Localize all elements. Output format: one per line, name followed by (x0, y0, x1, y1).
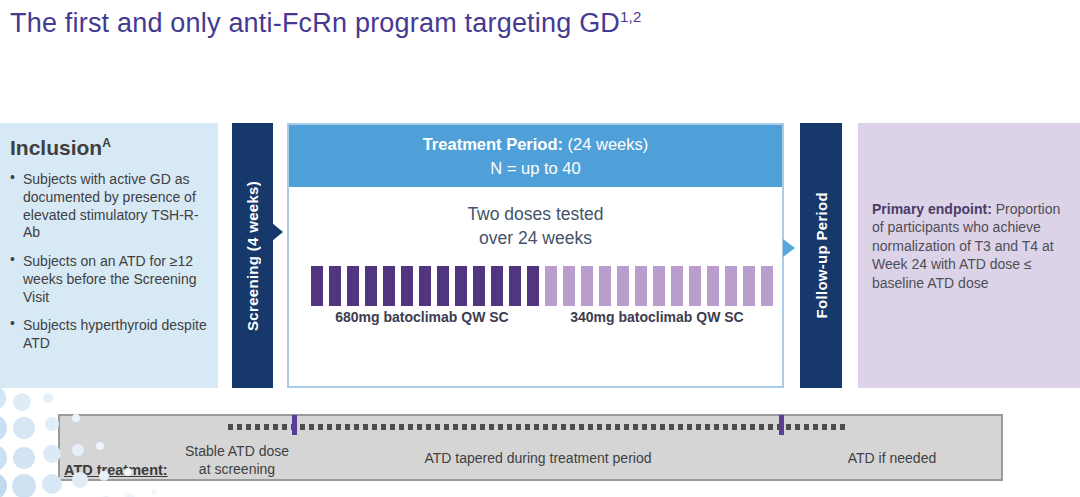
decorative-dot (13, 447, 35, 469)
treatment-period-header: Treatment Period: (24 weeks) N = up to 4… (289, 125, 782, 187)
decorative-dot (0, 415, 7, 441)
dose2-week-bar (707, 266, 719, 306)
decorative-dot (0, 473, 7, 497)
dose2-week-bar (581, 266, 593, 306)
screening-period-label: Screening (4 weeks) (244, 181, 261, 331)
treatment-header-weeks: (24 weeks) (568, 135, 649, 153)
dose1-week-bar (365, 266, 377, 306)
page-title: The first and only anti-FcRn program tar… (10, 8, 642, 39)
inclusion-box: InclusionA Subjects with active GD as do… (0, 123, 218, 388)
dose2-week-bar (725, 266, 737, 306)
decorative-dot (0, 386, 6, 410)
dose1-week-bar (311, 266, 323, 306)
decorative-dot (45, 417, 59, 431)
dose2-bar-group (545, 266, 773, 306)
dose2-week-bar (635, 266, 647, 306)
decorative-dot (0, 445, 7, 471)
dose1-week-bar (419, 266, 431, 306)
treatment-subtitle: Two doses tested over 24 weeks (289, 203, 782, 250)
inclusion-bullet-list: Subjects with active GD as documented by… (10, 171, 208, 353)
decorative-dot (72, 444, 84, 456)
followup-period-label: Follow-up Period (813, 192, 830, 318)
study-design-slide: The first and only anti-FcRn program tar… (0, 0, 1080, 497)
page-title-superscript: 1,2 (620, 8, 641, 25)
atd-phase1-label: Stable ATD dose at screening (162, 442, 312, 478)
inclusion-bullet: Subjects with active GD as documented by… (10, 171, 208, 242)
dose1-week-bar (455, 266, 467, 306)
decorative-dot (72, 472, 88, 488)
dose1-week-bar (473, 266, 485, 306)
treatment-period-box: Treatment Period: (24 weeks) N = up to 4… (287, 123, 784, 388)
inclusion-heading-superscript: A (102, 136, 111, 150)
decorative-dot (124, 468, 132, 476)
dose1-label: 680mg batoclimab QW SC (302, 309, 542, 325)
inclusion-bullet: Subjects hyperthyroid despite ATD (10, 317, 208, 353)
dose2-week-bar (671, 266, 683, 306)
decorative-dot (125, 493, 135, 497)
dose1-week-bar (509, 266, 521, 306)
screening-arrow-icon (272, 223, 283, 241)
decorative-dot (99, 471, 109, 481)
dose2-week-bar (617, 266, 629, 306)
decorative-dot (12, 474, 36, 497)
atd-phase3-label: ATD if needed (817, 449, 967, 467)
dose1-week-bar (329, 266, 341, 306)
decorative-dot (151, 489, 157, 495)
inclusion-bullet: Subjects on an ATD for ≥12 weeks before … (10, 253, 208, 306)
dose2-week-bar (743, 266, 755, 306)
dose2-week-bar (599, 266, 611, 306)
page-title-text: The first and only anti-FcRn program tar… (10, 8, 620, 38)
dose2-week-bar (653, 266, 665, 306)
dose1-week-bar (347, 266, 359, 306)
decorative-dot (42, 474, 62, 494)
timeline-tick (292, 415, 297, 435)
dose1-week-bar (491, 266, 503, 306)
inclusion-heading-text: Inclusion (10, 136, 102, 159)
atd-dotted-timeline (228, 424, 846, 430)
dose2-week-bar (689, 266, 701, 306)
treatment-to-followup-arrow-icon (783, 239, 795, 257)
dose1-week-bar (527, 266, 539, 306)
followup-period-bar: Follow-up Period (800, 123, 842, 388)
primary-endpoint-box: Primary endpoint: Proportion of particip… (858, 123, 1080, 388)
dose1-week-bar (383, 266, 395, 306)
dose2-week-bar (545, 266, 557, 306)
decorative-dot (13, 393, 31, 411)
treatment-header-n: N = up to 40 (289, 157, 782, 181)
dose1-week-bar (437, 266, 449, 306)
treatment-header-line1: Treatment Period: (24 weeks) (289, 133, 782, 157)
primary-endpoint-heading: Primary endpoint: (872, 201, 992, 217)
decorative-dot (13, 417, 35, 439)
treatment-header-title: Treatment Period: (423, 135, 563, 153)
dose2-week-bar (563, 266, 575, 306)
dose2-label: 340mg batoclimab QW SC (537, 309, 777, 325)
atd-phase1-line1: Stable ATD dose (162, 442, 312, 460)
dose2-week-bar (761, 266, 773, 306)
atd-phase2-label: ATD tapered during treatment period (388, 449, 688, 467)
treatment-subtitle-line1: Two doses tested (289, 203, 782, 227)
atd-phase1-line2: at screening (162, 460, 312, 478)
decorative-dot (43, 393, 53, 403)
decorative-dot (72, 414, 80, 422)
dose1-week-bar (401, 266, 413, 306)
decorative-dot (43, 445, 61, 463)
treatment-subtitle-line2: over 24 weeks (289, 227, 782, 251)
decorative-dot (96, 442, 104, 450)
inclusion-heading: InclusionA (10, 136, 208, 160)
screening-period-bar: Screening (4 weeks) (232, 123, 273, 388)
dose1-bar-group (311, 266, 539, 306)
timeline-tick (779, 415, 784, 435)
